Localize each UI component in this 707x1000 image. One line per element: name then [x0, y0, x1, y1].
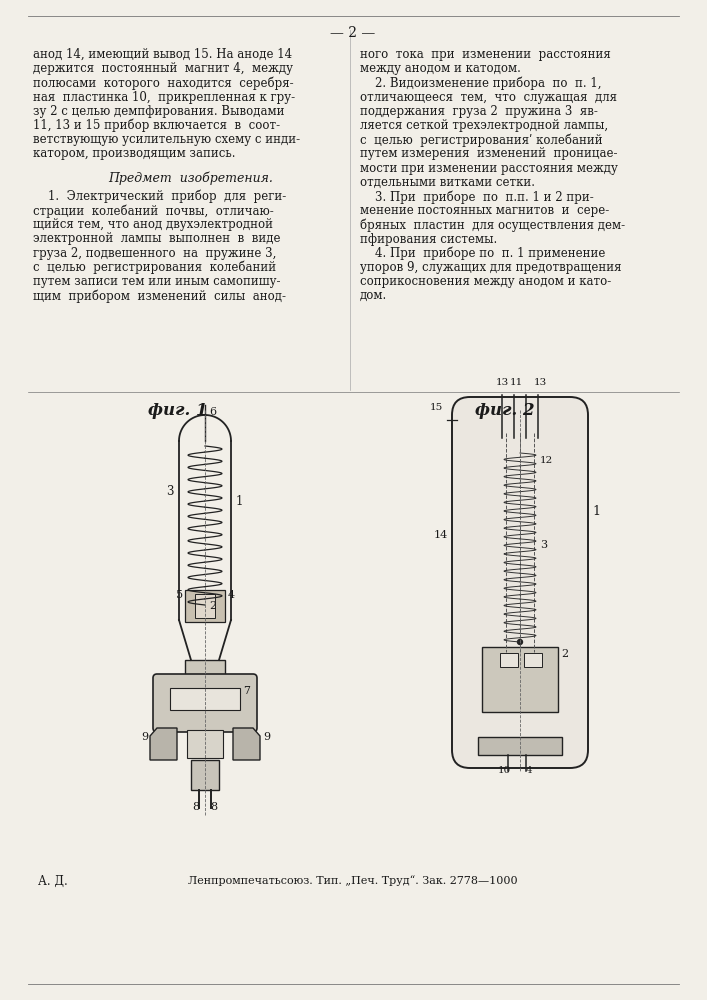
Text: зу 2 с целью демпфирования. Выводами: зу 2 с целью демпфирования. Выводами [33, 105, 284, 118]
Text: щийся тем, что анод двухэлектродной: щийся тем, что анод двухэлектродной [33, 218, 273, 231]
Text: катором, производящим запись.: катором, производящим запись. [33, 147, 235, 160]
Text: 13: 13 [496, 378, 509, 387]
Text: фиг. 1: фиг. 1 [148, 402, 208, 419]
Bar [500, 653, 518, 667]
Text: ная  пластинка 10,  прикрепленная к гру-: ная пластинка 10, прикрепленная к гру- [33, 91, 295, 104]
Bar [185, 590, 225, 622]
Text: упоров 9, служащих для предотвращения: упоров 9, служащих для предотвращения [360, 261, 621, 274]
Text: 9: 9 [141, 732, 148, 742]
Text: ляется сеткой трехэлектродной лампы,: ляется сеткой трехэлектродной лампы, [360, 119, 608, 132]
Bar [191, 760, 219, 790]
Text: 15: 15 [430, 403, 443, 412]
Text: 9: 9 [263, 732, 270, 742]
Text: страции  колебаний  почвы,  отличаю-: страции колебаний почвы, отличаю- [33, 204, 274, 218]
Text: 10: 10 [498, 766, 511, 775]
Bar [187, 730, 223, 758]
Text: 2: 2 [561, 649, 568, 659]
Text: 11, 13 и 15 прибор включается  в  соот-: 11, 13 и 15 прибор включается в соот- [33, 119, 280, 132]
Text: 2: 2 [209, 601, 216, 611]
Polygon shape [150, 728, 177, 760]
Text: 3: 3 [166, 485, 173, 498]
Text: соприкосновения между анодом и като-: соприкосновения между анодом и като- [360, 275, 612, 288]
FancyBboxPatch shape [153, 674, 257, 732]
Text: 1.  Электрический  прибор  для  реги-: 1. Электрический прибор для реги- [33, 190, 286, 203]
Text: отдельными витками сетки.: отдельными витками сетки. [360, 176, 535, 189]
Text: с  целью  регистрированияʹ колебаний: с целью регистрированияʹ колебаний [360, 133, 602, 147]
FancyBboxPatch shape [452, 397, 588, 768]
Text: держится  постоянный  магнит 4,  между: держится постоянный магнит 4, между [33, 62, 293, 75]
Circle shape [518, 640, 522, 645]
Text: мости при изменении расстояния между: мости при изменении расстояния между [360, 162, 618, 175]
Text: груза 2, подвешенного  на  пружине 3,: груза 2, подвешенного на пружине 3, [33, 247, 276, 260]
Text: путем записи тем или иным самопишу-: путем записи тем или иным самопишу- [33, 275, 281, 288]
Text: 3. При  приборе  по  п.п. 1 и 2 при-: 3. При приборе по п.п. 1 и 2 при- [360, 190, 594, 204]
Text: Ленпромпечатьсоюз. Тип. „Печ. Труд“. Зак. 2778—1000: Ленпромпечатьсоюз. Тип. „Печ. Труд“. Зак… [188, 875, 518, 886]
Bar [482, 647, 558, 712]
Text: 3: 3 [540, 540, 547, 550]
Text: 14: 14 [434, 530, 448, 540]
Text: путем измерения  изменений  проницае-: путем измерения изменений проницае- [360, 147, 617, 160]
Text: с  целью  регистрирования  колебаний: с целью регистрирования колебаний [33, 261, 276, 274]
Text: 4: 4 [228, 590, 235, 600]
Text: 8: 8 [192, 802, 199, 812]
Text: 12: 12 [540, 456, 554, 465]
Text: А. Д.: А. Д. [38, 875, 68, 888]
Text: отличающееся  тем,  что  служащая  для: отличающееся тем, что служащая для [360, 91, 617, 104]
Text: бряных  пластин  для осуществления дем-: бряных пластин для осуществления дем- [360, 218, 625, 232]
Text: 1: 1 [236, 495, 243, 508]
Bar [185, 660, 225, 678]
Text: 1: 1 [592, 505, 600, 518]
Text: анод 14, имеющий вывод 15. На аноде 14: анод 14, имеющий вывод 15. На аноде 14 [33, 48, 292, 61]
Text: пфирования системы.: пфирования системы. [360, 233, 497, 246]
Bar [524, 653, 542, 667]
Text: электронной  лампы  выполнен  в  виде: электронной лампы выполнен в виде [33, 232, 281, 245]
Text: 7: 7 [243, 686, 250, 696]
Text: щим  прибором  изменений  силы  анод-: щим прибором изменений силы анод- [33, 289, 286, 303]
Bar [478, 737, 562, 755]
Bar [195, 594, 215, 618]
Text: 11: 11 [510, 378, 523, 387]
Text: 6: 6 [209, 407, 216, 417]
Text: ного  тока  при  изменении  расстояния: ного тока при изменении расстояния [360, 48, 611, 61]
Text: 8: 8 [210, 802, 217, 812]
Text: полюсами  которого  находится  серебря-: полюсами которого находится серебря- [33, 76, 293, 90]
Text: Предмет  изобретения.: Предмет изобретения. [108, 172, 273, 185]
Text: ветствующую усилительную схему с инди-: ветствующую усилительную схему с инди- [33, 133, 300, 146]
Text: поддержания  груза 2  пружина 3  яв-: поддержания груза 2 пружина 3 яв- [360, 105, 598, 118]
Text: между анодом и катодом.: между анодом и катодом. [360, 62, 521, 75]
Text: 4. При  приборе по  п. 1 применение: 4. При приборе по п. 1 применение [360, 247, 605, 260]
Text: фиг. 2: фиг. 2 [475, 402, 534, 419]
Text: — 2 —: — 2 — [330, 26, 375, 40]
Text: 13: 13 [534, 378, 547, 387]
Bar [170, 688, 240, 710]
Text: 2. Видоизменение прибора  по  п. 1,: 2. Видоизменение прибора по п. 1, [360, 76, 602, 90]
Text: менение постоянных магнитов  и  сере-: менение постоянных магнитов и сере- [360, 204, 609, 217]
Polygon shape [233, 728, 260, 760]
Text: дом.: дом. [360, 289, 387, 302]
Text: 4: 4 [526, 766, 532, 775]
Text: 5: 5 [176, 590, 183, 600]
